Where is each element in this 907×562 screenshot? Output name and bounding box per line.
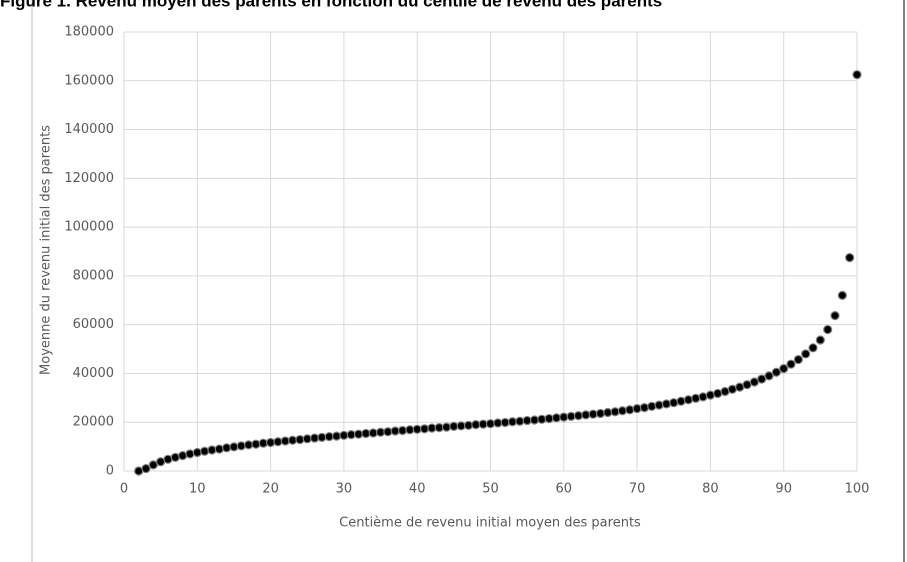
point [647, 401, 657, 411]
point [236, 441, 246, 451]
x-tick-label: 40 [409, 482, 426, 497]
point [779, 363, 789, 374]
x-tick-label: 30 [336, 482, 353, 497]
point [837, 290, 847, 300]
point [801, 349, 811, 359]
y-tick-label: 60000 [73, 317, 114, 332]
y-tick-label: 20000 [73, 415, 114, 430]
y-tick-label: 180000 [64, 25, 114, 40]
point [251, 439, 261, 449]
point [163, 454, 173, 464]
x-tick-label: 60 [556, 482, 573, 497]
x-tick-label: 0 [120, 482, 128, 497]
y-tick-label: 100000 [64, 220, 114, 235]
chart-title: Figure 1. Revenu moyen des parents en fo… [0, 0, 662, 10]
y-axis-label: Moyenne du revenu initial des parents [39, 125, 54, 375]
y-tick-label: 40000 [73, 366, 114, 381]
point [214, 444, 224, 454]
point [823, 324, 833, 335]
y-tick-label: 0 [106, 464, 114, 479]
point [683, 395, 694, 405]
point [845, 252, 855, 263]
point [625, 405, 635, 415]
point [786, 359, 796, 369]
point [808, 343, 818, 353]
x-tick-label: 90 [775, 482, 792, 497]
point [178, 451, 188, 461]
point [141, 463, 151, 474]
x-tick-label: 50 [482, 482, 499, 497]
point [617, 406, 628, 416]
point [815, 335, 825, 345]
point [222, 443, 232, 453]
point [852, 70, 862, 80]
point [610, 407, 620, 417]
point [207, 445, 217, 455]
point [200, 446, 210, 456]
y-tick-label: 80000 [73, 268, 114, 283]
point [185, 449, 195, 459]
point [661, 399, 672, 409]
point [669, 398, 679, 408]
point [632, 403, 642, 414]
point [170, 452, 180, 462]
x-tick-label: 100 [845, 482, 870, 497]
x-tick-label: 80 [702, 482, 719, 497]
y-tick-label: 120000 [64, 171, 114, 186]
x-tick-label: 20 [262, 482, 279, 497]
point [713, 388, 723, 399]
y-tick-label: 160000 [64, 73, 114, 88]
point [830, 311, 840, 321]
point [764, 371, 774, 381]
point [698, 392, 708, 402]
point [771, 367, 781, 377]
x-tick-label: 10 [189, 482, 206, 497]
point [229, 442, 239, 452]
x-axis-label: Centième de revenu initial moyen des par… [339, 516, 641, 531]
x-tick-label: 70 [629, 482, 646, 497]
point [705, 390, 716, 400]
point [676, 396, 686, 406]
point [639, 402, 650, 413]
y-tick-label: 140000 [64, 122, 114, 137]
point [595, 408, 606, 419]
point [793, 354, 803, 365]
point [654, 400, 664, 410]
point [192, 447, 202, 458]
point [691, 393, 701, 403]
